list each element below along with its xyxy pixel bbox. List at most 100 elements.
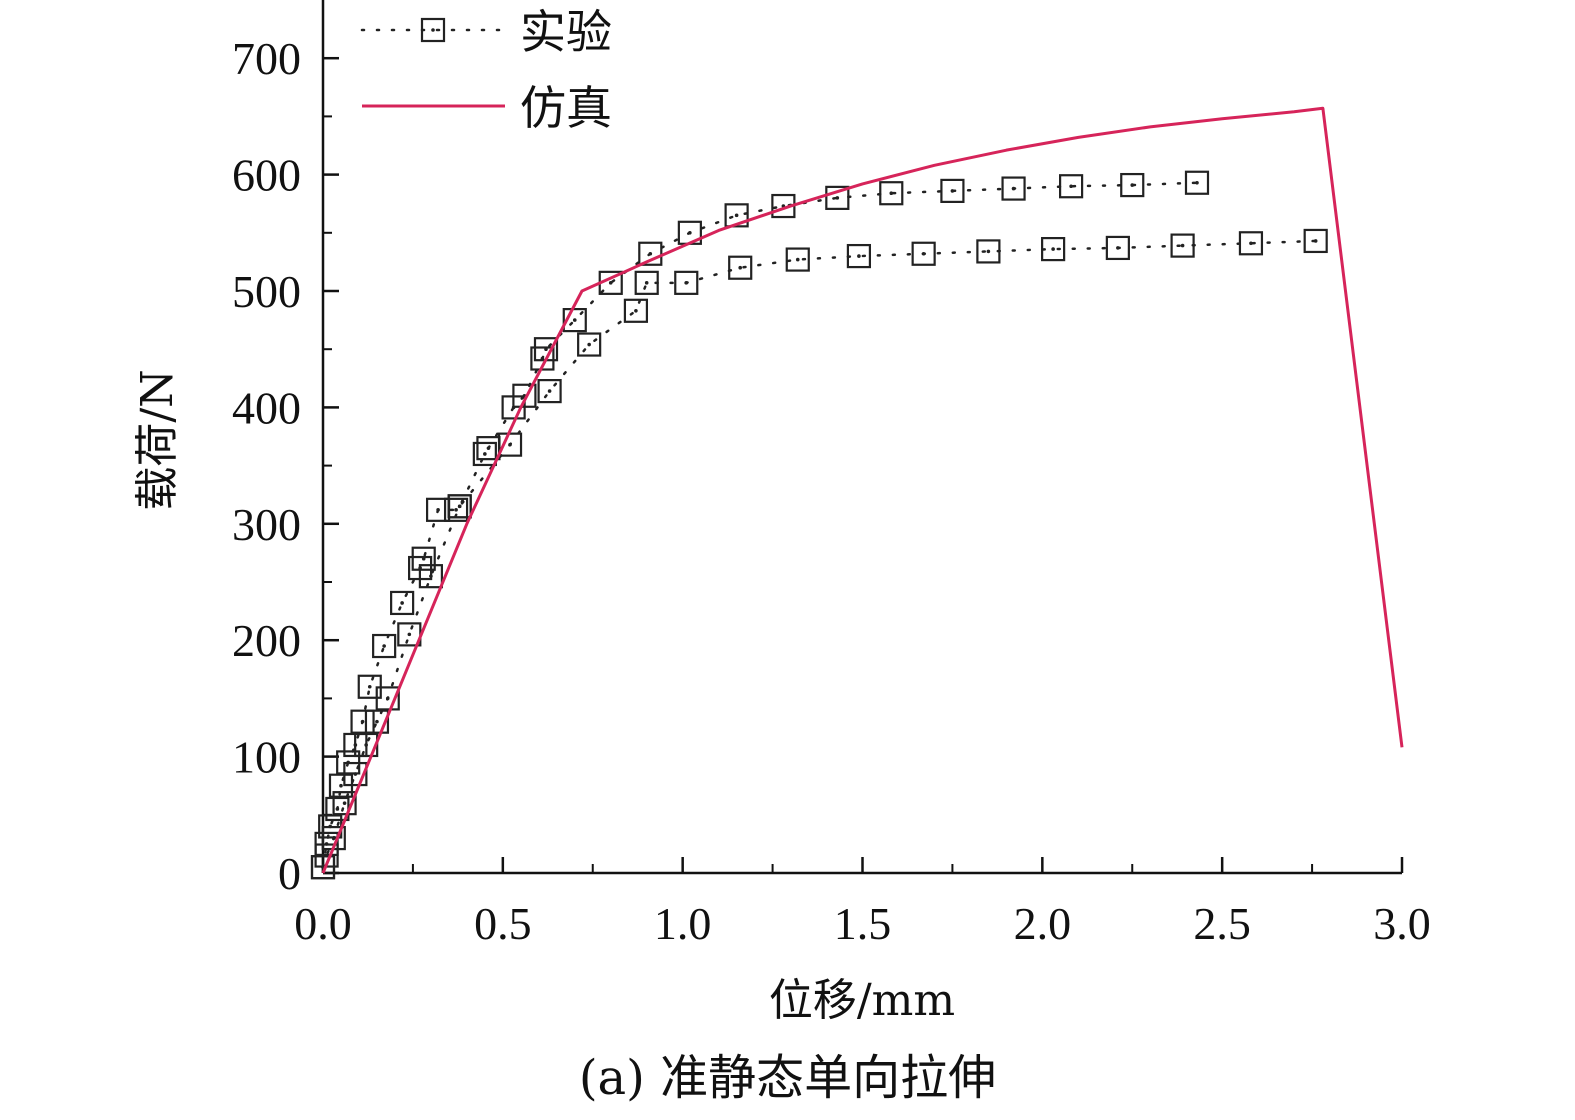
experiment-marker-dot <box>375 719 379 724</box>
experiment-marker <box>390 590 415 616</box>
x-tick-label: 0.5 <box>474 898 532 949</box>
experiment-marker <box>674 270 699 295</box>
experiment-curve-1 <box>321 181 1199 869</box>
experiment-marker-dot <box>857 254 861 258</box>
experiment-marker-dot <box>1011 186 1016 191</box>
experiment-marker-dot <box>572 318 577 322</box>
experiment-marker-dot <box>587 342 591 347</box>
experiment-marker-dot <box>483 452 487 456</box>
experiment-marker-dot <box>486 446 491 450</box>
y-tick-label: 600 <box>232 150 301 201</box>
experiment-marker <box>785 247 810 272</box>
y-tick-label: 200 <box>232 615 301 666</box>
experiment-marker <box>472 441 497 467</box>
experiment-marker-dot <box>382 644 386 648</box>
experiment-marker <box>1105 235 1130 261</box>
experiment-marker <box>512 383 537 408</box>
simulation-curve <box>321 106 1404 874</box>
experiment-marker <box>577 332 602 357</box>
x-tick-label: 1.5 <box>834 898 892 949</box>
y-tick-label: 700 <box>232 33 301 84</box>
experiment-marker <box>350 709 375 734</box>
experiment-marker-dot <box>684 281 689 285</box>
x-tick-label: 2.0 <box>1014 898 1072 949</box>
experiment-marker-dot <box>508 442 512 447</box>
experiment-marker-dot <box>1051 247 1055 251</box>
experiment-marker <box>846 243 872 269</box>
experiment-marker <box>447 494 472 519</box>
experiment-marker <box>1059 174 1084 199</box>
experiment-marker-dot <box>367 684 372 689</box>
y-axis-title: 载荷/N <box>132 369 183 510</box>
experiment-marker-dot <box>400 601 404 605</box>
experiment-marker <box>372 633 397 659</box>
legend-experiment-marker <box>420 17 446 43</box>
y-tick-label: 100 <box>232 732 301 783</box>
experiment-marker-dot <box>407 632 412 637</box>
experiment-marker <box>1041 236 1066 262</box>
experiment-marker-dot <box>608 281 613 285</box>
experiment-marker-dot <box>457 504 462 509</box>
experiment-marker-dot <box>339 783 343 788</box>
experiment-marker <box>1303 228 1328 254</box>
legend-simulation-label: 仿真 <box>520 81 612 135</box>
experiment-marker-dot <box>454 508 458 512</box>
experiment-marker-dot <box>1313 239 1318 243</box>
experiment-marker-dot <box>1195 180 1199 185</box>
experiment-marker-dot <box>921 251 926 256</box>
experiment-marker <box>1184 170 1210 195</box>
experiment-marker <box>375 686 400 711</box>
experiment-marker <box>343 761 368 787</box>
x-tick-label: 3.0 <box>1373 898 1431 949</box>
experiment-marker-dot <box>1130 183 1135 187</box>
experiment-marker-dot <box>734 213 739 218</box>
experiment-marker-dot <box>353 772 358 776</box>
experiment-marker-dot <box>547 389 552 393</box>
experiment-marker <box>976 239 1001 264</box>
experiment-marker-dot <box>1116 246 1120 250</box>
x-tick-label: 1.0 <box>654 898 712 949</box>
experiment-marker <box>911 241 936 266</box>
experiment-marker-dot <box>544 347 548 352</box>
experiment-marker-dot <box>795 257 800 262</box>
experiment-marker-dot <box>644 281 649 285</box>
experiment-marker-dot <box>360 719 365 724</box>
experiment-marker <box>1001 176 1026 201</box>
x-tick-label: 0.0 <box>294 898 352 949</box>
experiment-marker <box>623 298 649 323</box>
y-tick-label: 0 <box>278 848 301 899</box>
x-tick-label: 2.5 <box>1193 898 1251 949</box>
plot-series <box>310 106 1404 880</box>
experiment-marker <box>728 255 753 280</box>
experiment-marker <box>1120 172 1145 198</box>
experiment-marker-dot <box>335 807 340 811</box>
experiment-marker-dot <box>950 189 955 193</box>
experiment-marker <box>443 497 469 522</box>
experiment-marker-dot <box>342 801 347 805</box>
experiment-marker <box>634 270 659 295</box>
axis-titles: 位移/mm 载荷/N <box>132 369 955 1026</box>
experiment-marker <box>1170 233 1195 258</box>
experiment-marker-dot <box>835 196 840 200</box>
experiment-marker-dot <box>648 251 653 256</box>
experiment-marker <box>825 185 850 210</box>
experiment-marker-dot <box>986 249 991 254</box>
y-tick-label: 400 <box>232 382 301 433</box>
experiment-marker <box>537 379 562 404</box>
experiment-marker-dot <box>889 191 894 196</box>
experiment-marker-dot <box>436 508 440 512</box>
y-tick-label: 300 <box>232 499 301 550</box>
legend-experiment-marker-dot <box>431 28 435 32</box>
experiment-marker <box>332 791 357 816</box>
experiment-marker-dot <box>1069 184 1073 189</box>
experiment-marker-dot <box>738 265 743 270</box>
experiment-marker <box>940 178 965 203</box>
experiment-marker-dot <box>421 556 426 561</box>
experiment-marker-dot <box>364 743 368 747</box>
experiment-curve-2 <box>321 239 1317 869</box>
experiment-marker <box>562 308 587 333</box>
legend-experiment-label: 实验 <box>520 5 612 59</box>
y-tick-label: 500 <box>232 266 301 317</box>
experiment-marker-dot <box>1180 243 1185 248</box>
